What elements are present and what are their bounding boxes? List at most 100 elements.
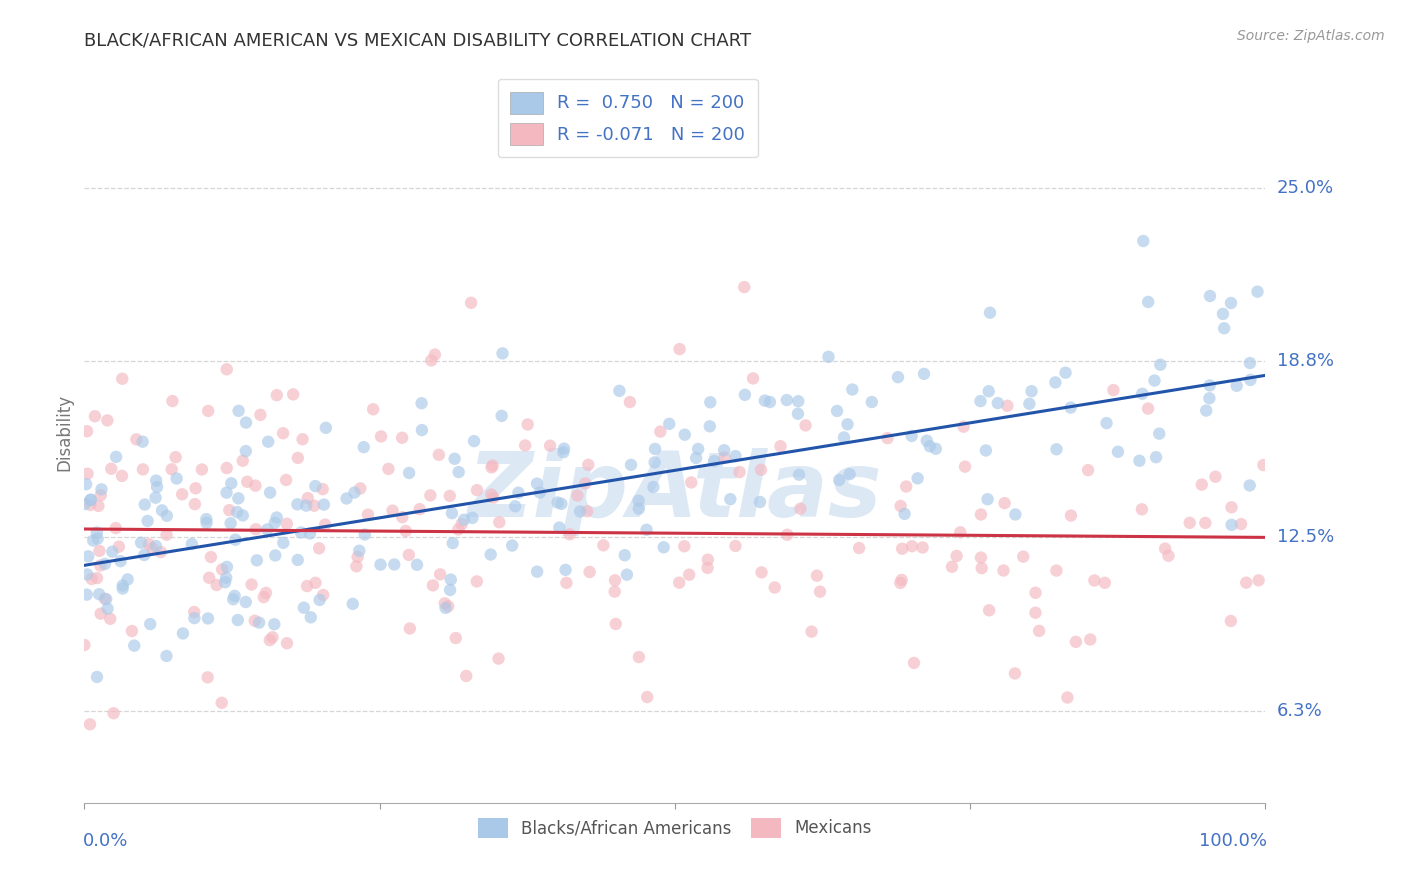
Point xyxy=(1004,666,1026,681)
Point xyxy=(259,485,281,500)
Point xyxy=(276,636,298,650)
Point xyxy=(166,471,188,485)
Point xyxy=(304,479,326,493)
Point xyxy=(440,506,463,520)
Point xyxy=(538,439,561,453)
Point xyxy=(900,429,922,443)
Point xyxy=(553,445,575,459)
Point xyxy=(218,503,240,517)
Point xyxy=(1239,356,1261,370)
Point xyxy=(673,539,696,553)
Point xyxy=(1230,517,1253,532)
Point xyxy=(548,520,571,534)
Point xyxy=(87,499,110,513)
Point xyxy=(941,559,963,574)
Point xyxy=(411,396,433,410)
Point xyxy=(1194,516,1216,530)
Point xyxy=(553,442,575,456)
Point xyxy=(391,510,413,524)
Text: BLACK/AFRICAN AMERICAN VS MEXICAN DISABILITY CORRELATION CHART: BLACK/AFRICAN AMERICAN VS MEXICAN DISABI… xyxy=(84,32,751,50)
Point xyxy=(453,513,475,527)
Point xyxy=(302,499,325,513)
Point xyxy=(1226,378,1249,392)
Point xyxy=(550,497,572,511)
Point xyxy=(184,481,207,495)
Point xyxy=(578,565,600,579)
Point xyxy=(1024,606,1046,620)
Point xyxy=(751,566,773,580)
Point xyxy=(733,280,755,294)
Point xyxy=(976,492,998,507)
Point xyxy=(245,522,267,536)
Point xyxy=(183,605,205,619)
Point xyxy=(555,575,578,590)
Point xyxy=(977,384,1000,399)
Point xyxy=(1045,564,1067,578)
Point xyxy=(370,558,392,572)
Point xyxy=(1021,384,1043,399)
Point xyxy=(644,442,666,456)
Point xyxy=(344,559,367,574)
Point xyxy=(1045,442,1067,457)
Point xyxy=(463,434,485,449)
Point xyxy=(491,409,513,423)
Point xyxy=(1234,575,1257,590)
Point xyxy=(96,592,118,607)
Point xyxy=(828,473,851,487)
Point xyxy=(80,492,103,507)
Point xyxy=(447,522,470,536)
Point xyxy=(460,295,482,310)
Point xyxy=(1246,285,1268,299)
Point xyxy=(1147,426,1170,441)
Point xyxy=(391,431,413,445)
Text: 6.3%: 6.3% xyxy=(1277,702,1322,720)
Point xyxy=(1198,378,1220,392)
Point xyxy=(1060,508,1083,523)
Point xyxy=(699,395,721,409)
Point xyxy=(262,630,284,644)
Point xyxy=(776,528,799,542)
Point xyxy=(673,427,696,442)
Point xyxy=(787,467,810,482)
Point xyxy=(139,617,162,632)
Point xyxy=(295,499,318,513)
Point xyxy=(1195,403,1218,417)
Point xyxy=(195,516,218,530)
Point xyxy=(789,501,811,516)
Point xyxy=(1132,234,1154,248)
Point xyxy=(1220,517,1243,532)
Point xyxy=(443,451,465,466)
Point xyxy=(479,487,502,501)
Point xyxy=(73,638,96,652)
Point xyxy=(308,541,330,556)
Point xyxy=(668,575,690,590)
Point xyxy=(1204,469,1226,483)
Point xyxy=(574,476,596,491)
Point xyxy=(287,553,309,567)
Point xyxy=(450,517,472,532)
Point xyxy=(787,407,810,421)
Point xyxy=(515,438,537,452)
Point xyxy=(434,600,457,615)
Point xyxy=(145,474,167,488)
Point xyxy=(361,402,384,417)
Point xyxy=(96,413,118,427)
Point xyxy=(734,388,756,402)
Point xyxy=(200,549,222,564)
Point xyxy=(1191,477,1213,491)
Point xyxy=(728,465,751,479)
Point xyxy=(228,491,250,506)
Point xyxy=(481,458,503,473)
Point xyxy=(304,575,326,590)
Point xyxy=(1239,478,1261,492)
Point xyxy=(911,541,934,555)
Point xyxy=(1239,373,1261,387)
Point xyxy=(254,586,277,600)
Point xyxy=(172,626,194,640)
Point xyxy=(1012,549,1035,564)
Point xyxy=(1220,500,1243,515)
Point xyxy=(349,543,371,558)
Point xyxy=(205,578,228,592)
Point xyxy=(243,614,266,628)
Point xyxy=(90,607,112,621)
